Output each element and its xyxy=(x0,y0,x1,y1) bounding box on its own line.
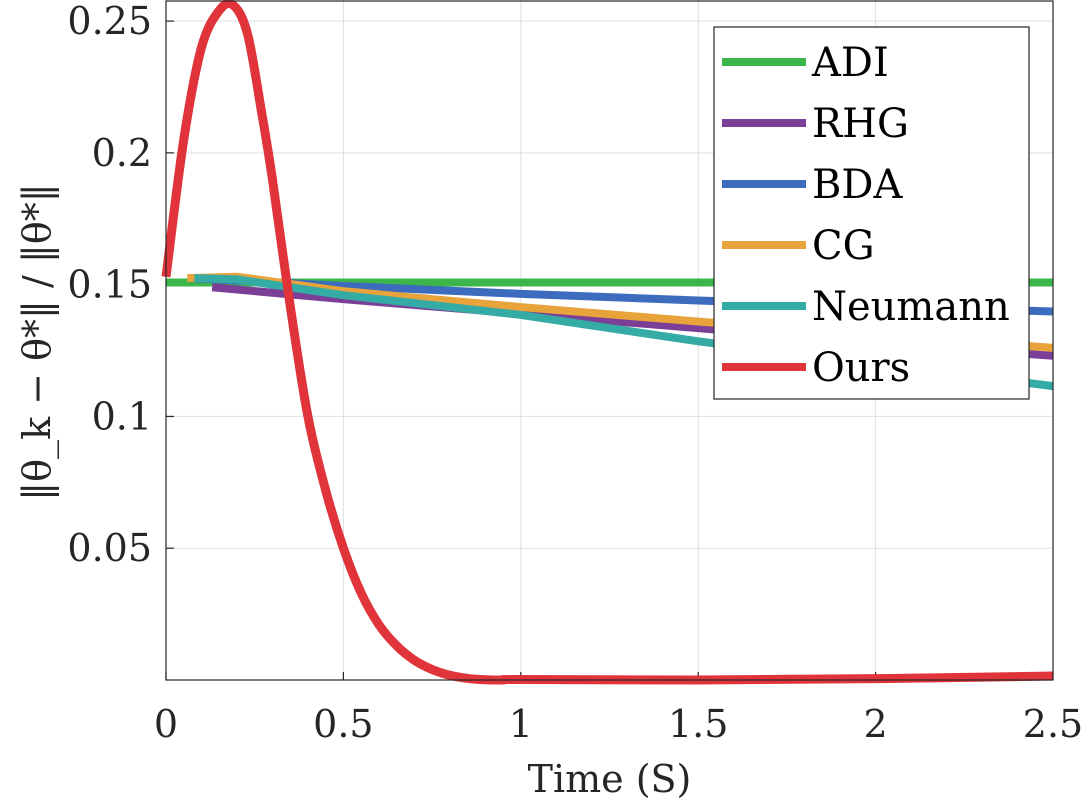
y-tick-label: 0.2 xyxy=(92,131,152,175)
legend-label-cg: CG xyxy=(812,223,875,269)
x-tick-label: 2.5 xyxy=(1023,702,1083,746)
x-tick-label: 0.5 xyxy=(313,702,373,746)
x-axis-label: Time (S) xyxy=(528,757,692,801)
y-tick-label: 0.1 xyxy=(92,394,152,438)
legend-box xyxy=(713,26,1030,400)
y-axis-label: ‖θ_k − θ*‖ / ‖θ*‖ xyxy=(15,183,60,501)
legend-label-rhg: RHG xyxy=(812,101,909,147)
y-axis-label-text: ‖θ_k − θ*‖ / ‖θ*‖ xyxy=(15,183,60,501)
legend-label-adi: ADI xyxy=(811,40,889,86)
legend: ADI RHG BDA CG Neumann Ours xyxy=(713,26,1030,400)
x-tick-label: 1.5 xyxy=(668,702,728,746)
x-tick-label: 1 xyxy=(509,702,533,746)
y-tick-label: 0.25 xyxy=(67,0,152,43)
legend-label-bda: BDA xyxy=(812,162,903,208)
x-tick-labels: 0 0.5 1 1.5 2 2.5 xyxy=(154,702,1083,746)
x-tick-label: 2 xyxy=(864,702,888,746)
y-tick-labels: 0.05 0.1 0.15 0.2 0.25 xyxy=(67,0,152,570)
legend-label-ours: Ours xyxy=(812,345,910,391)
x-tick-label: 0 xyxy=(154,702,178,746)
y-tick-label: 0.05 xyxy=(67,526,152,570)
y-tick-label: 0.15 xyxy=(67,263,152,307)
legend-label-neumann: Neumann xyxy=(812,284,1010,330)
plot-frame xyxy=(165,0,1054,681)
